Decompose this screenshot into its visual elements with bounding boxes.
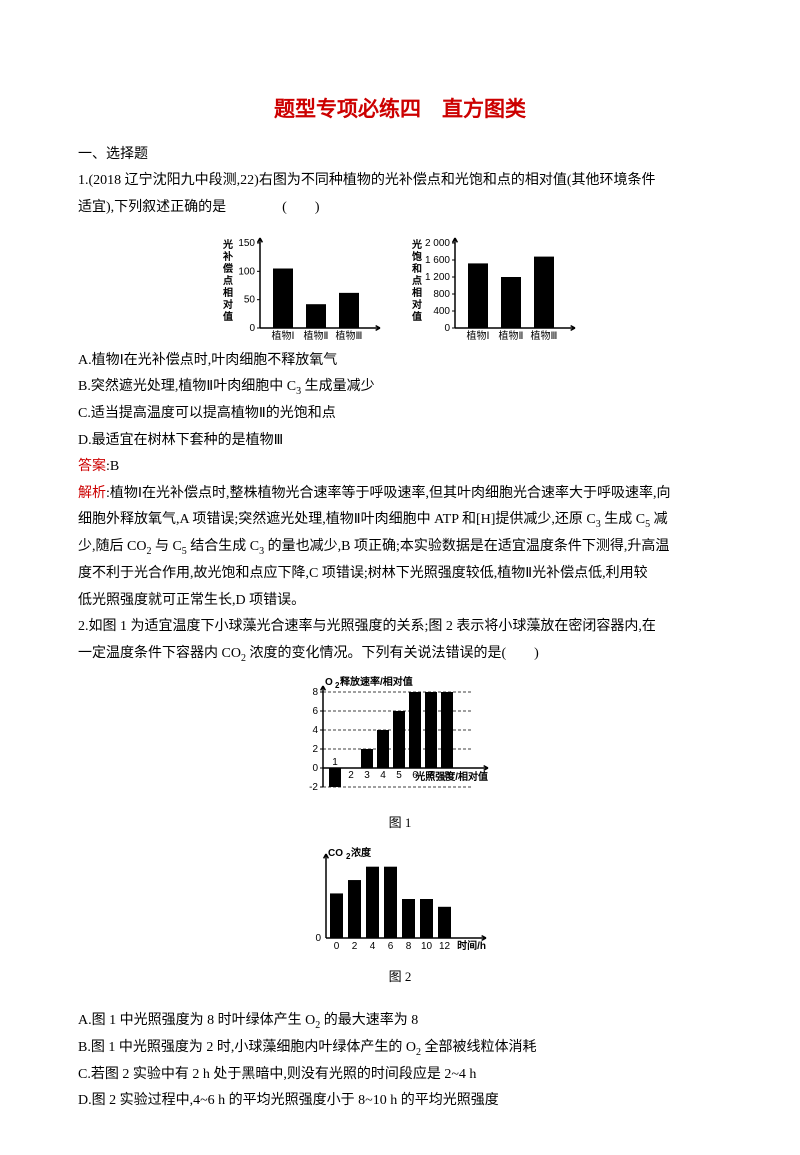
q1-stem-line2: 适宜),下列叙述正确的是 ( ) (78, 195, 722, 222)
svg-text:8: 8 (406, 941, 412, 952)
svg-text:植物Ⅱ: 植物Ⅱ (499, 329, 524, 342)
svg-text:相: 相 (412, 286, 422, 299)
svg-text:0: 0 (249, 323, 255, 334)
analysis-label: 解析 (78, 486, 106, 501)
q1-answer: 答案:B (78, 454, 722, 481)
svg-text:4: 4 (380, 770, 386, 781)
svg-text:值: 值 (412, 310, 422, 323)
svg-text:时间/h: 时间/h (457, 939, 486, 952)
q1-analysis-line3: 少,随后 CO2 与 C5 结合生成 C3 的量也减少,B 项正确;本实验数据是… (78, 534, 722, 561)
q2-figure1: -202468O2释放速率/相对值12345678光照强度/相对值 (78, 674, 722, 809)
svg-text:和: 和 (411, 262, 422, 275)
svg-text:饱: 饱 (412, 250, 422, 263)
svg-text:2: 2 (352, 941, 358, 952)
svg-text:点: 点 (412, 274, 422, 287)
q2-option-d: D.图 2 实验过程中,4~6 h 的平均光照强度小于 8~10 h 的平均光照… (78, 1088, 722, 1115)
svg-text:10: 10 (421, 941, 433, 952)
svg-text:-2: -2 (309, 782, 318, 793)
svg-text:1 600: 1 600 (425, 255, 450, 266)
q1-analysis-line5: 低光照强度就可正常生长,D 项错误。 (78, 588, 722, 615)
q1-option-d: D.最适宜在树林下套种的是植物Ⅲ (78, 428, 722, 455)
svg-text:3: 3 (364, 770, 370, 781)
svg-text:400: 400 (434, 306, 451, 317)
q1-figures: 光补偿点相对值050100150植物Ⅰ植物Ⅱ植物Ⅲ 光饱和点相对值0400800… (78, 228, 722, 346)
page: 题型专项必练四 直方图类 一、选择题 1.(2018 辽宁沈阳九中段测,22)右… (0, 0, 800, 1155)
svg-text:50: 50 (244, 294, 256, 305)
svg-text:6: 6 (388, 941, 394, 952)
svg-text:释放速率/相对值: 释放速率/相对值 (340, 675, 413, 688)
svg-text:补: 补 (222, 250, 233, 263)
svg-text:2 000: 2 000 (425, 238, 450, 249)
svg-text:800: 800 (434, 289, 451, 300)
q1-analysis-line4: 度不利于光合作用,故光饱和点应下降,C 项错误;树林下光照强度较低,植物Ⅱ光补偿… (78, 561, 722, 588)
q2-figure2: 0CO2浓度024681012时间/h (78, 843, 722, 963)
q2-option-b: B.图 1 中光照强度为 2 时,小球藻细胞内叶绿体产生的 O2 全部被线粒体消… (78, 1035, 722, 1062)
svg-text:光照强度/相对值: 光照强度/相对值 (414, 770, 488, 783)
q1-option-c: C.适当提高温度可以提高植物Ⅱ的光饱和点 (78, 401, 722, 428)
svg-text:光: 光 (411, 238, 422, 251)
svg-text:相: 相 (223, 286, 233, 299)
answer-label: 答案 (78, 459, 106, 474)
svg-text:0: 0 (334, 941, 340, 952)
svg-text:0: 0 (315, 933, 321, 944)
q1-analysis-line1: 解析:植物Ⅰ在光补偿点时,整株植物光合速率等于呼吸速率,但其叶肉细胞光合速率大于… (78, 481, 722, 508)
svg-text:植物Ⅲ: 植物Ⅲ (335, 329, 362, 342)
svg-text:2: 2 (348, 770, 354, 781)
svg-text:值: 值 (223, 310, 233, 323)
q1-analysis-line2: 细胞外释放氧气,A 项错误;突然遮光处理,植物Ⅱ叶肉细胞中 ATP 和[H]提供… (78, 507, 722, 534)
svg-text:植物Ⅲ: 植物Ⅲ (531, 329, 558, 342)
svg-text:1: 1 (332, 757, 338, 768)
svg-text:4: 4 (370, 941, 376, 952)
svg-text:偿: 偿 (223, 262, 233, 275)
chart-light-saturation: 光饱和点相对值 0 400 800 1 200 1 600 2 000 植物Ⅰ 植物Ⅱ 植物Ⅲ (407, 228, 582, 346)
svg-text:5: 5 (396, 770, 402, 781)
svg-text:植物Ⅱ: 植物Ⅱ (303, 329, 328, 342)
svg-text:浓度: 浓度 (351, 846, 372, 859)
caption-fig2: 图 2 (78, 965, 722, 990)
svg-text:6: 6 (312, 706, 318, 717)
q1-stem-line1: 1.(2018 辽宁沈阳九中段测,22)右图为不同种植物的光补偿点和光饱和点的相… (78, 168, 722, 195)
svg-text:光: 光 (222, 238, 233, 251)
q2-option-a: A.图 1 中光照强度为 8 时叶绿体产生 O2 的最大速率为 8 (78, 1008, 722, 1035)
svg-text:O: O (325, 677, 333, 688)
svg-text:100: 100 (238, 266, 255, 277)
q2-option-c: C.若图 2 实验中有 2 h 处于黑暗中,则没有光照的时间段应是 2~4 h (78, 1062, 722, 1089)
svg-text:植物Ⅰ: 植物Ⅰ (271, 329, 294, 342)
svg-text:2: 2 (312, 744, 318, 755)
chart-co2-concentration: 0CO2浓度024681012时间/h (300, 843, 500, 963)
svg-text:0: 0 (312, 763, 318, 774)
svg-text:12: 12 (439, 941, 451, 952)
svg-text:0: 0 (445, 323, 451, 334)
svg-text:1 200: 1 200 (425, 272, 450, 283)
svg-text:对: 对 (412, 298, 422, 311)
page-title: 题型专项必练四 直方图类 (78, 90, 722, 130)
svg-text:4: 4 (312, 725, 318, 736)
svg-text:150: 150 (238, 238, 255, 249)
svg-text:8: 8 (312, 687, 318, 698)
caption-fig1: 图 1 (78, 811, 722, 836)
chart-light-compensation: 光补偿点相对值 0 50 100 150 植物Ⅰ 植物Ⅱ 植物Ⅲ (218, 228, 388, 346)
q2-stem-line2: 一定温度条件下容器内 CO2 浓度的变化情况。下列有关说法错误的是( ) (78, 641, 722, 668)
q1-option-a: A.植物Ⅰ在光补偿点时,叶肉细胞不释放氧气 (78, 348, 722, 375)
svg-text:CO: CO (328, 848, 343, 859)
section-heading: 一、选择题 (78, 142, 722, 169)
chart-o2-release: -202468O2释放速率/相对值12345678光照强度/相对值 (293, 674, 508, 809)
q2-stem-line1: 2.如图 1 为适宜温度下小球藻光合速率与光照强度的关系;图 2 表示将小球藻放… (78, 614, 722, 641)
svg-text:植物Ⅰ: 植物Ⅰ (467, 329, 490, 342)
q1-option-b: B.突然遮光处理,植物Ⅱ叶肉细胞中 C3 生成量减少 (78, 374, 722, 401)
svg-text:点: 点 (223, 274, 233, 287)
svg-text:对: 对 (223, 298, 233, 311)
